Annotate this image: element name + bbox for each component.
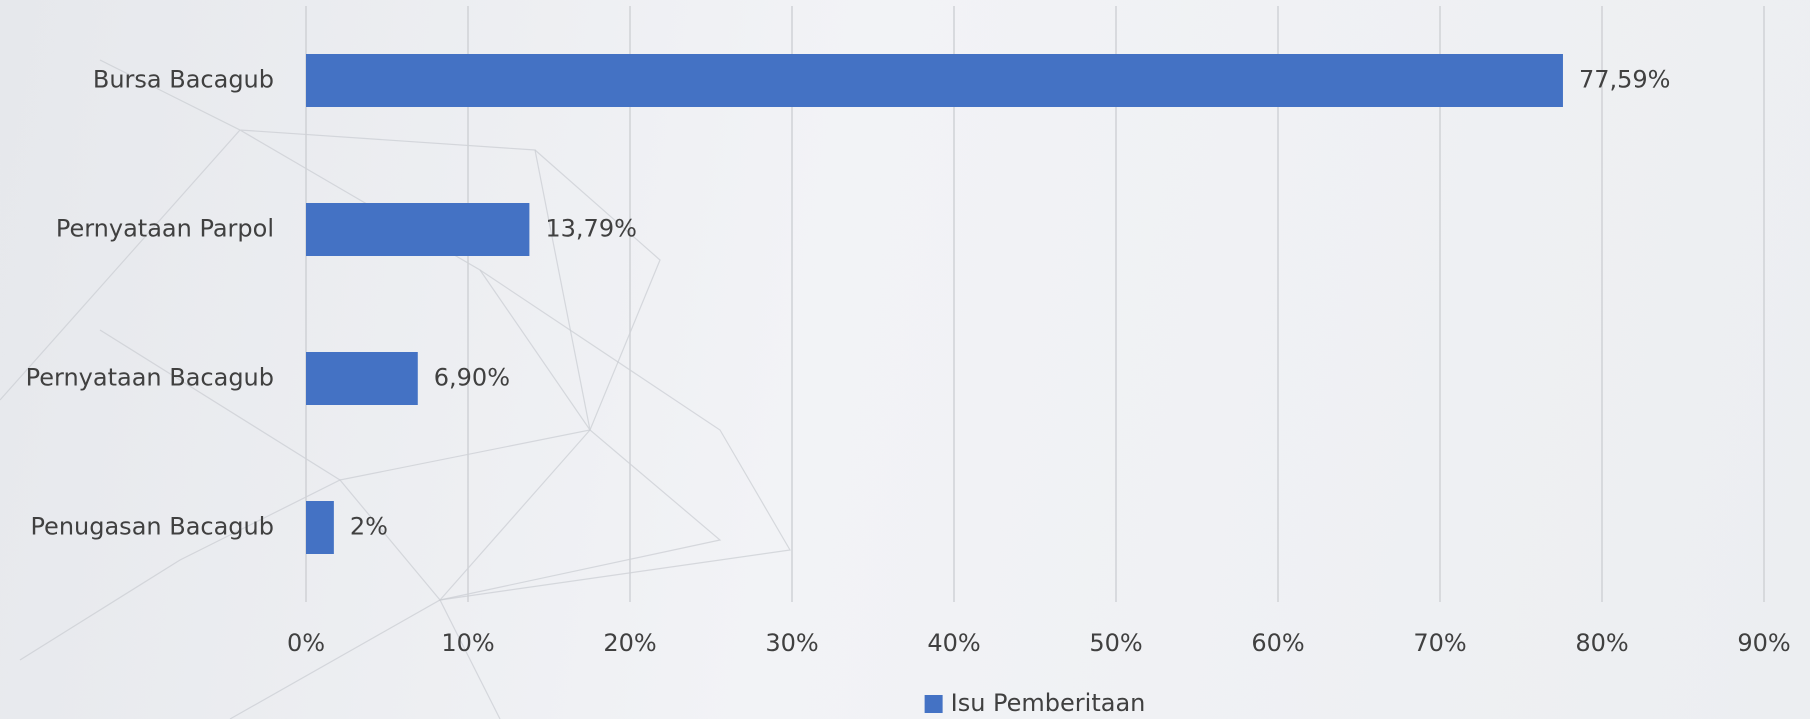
data-label: 2%	[350, 513, 388, 541]
x-tick-label: 70%	[1413, 629, 1466, 657]
background-network	[0, 59, 791, 719]
data-label: 77,59%	[1579, 66, 1671, 94]
bar	[306, 203, 530, 256]
y-tick-label: Penugasan Bacagub	[30, 513, 274, 541]
bar	[306, 501, 334, 554]
x-tick-label: 90%	[1737, 629, 1790, 657]
x-tick-label: 20%	[603, 629, 656, 657]
x-tick-label: 60%	[1251, 629, 1304, 657]
bar	[306, 54, 1563, 107]
legend-label: Isu Pemberitaan	[951, 689, 1146, 717]
x-tick-label: 30%	[765, 629, 818, 657]
legend-swatch	[924, 695, 943, 713]
x-tick-label: 0%	[287, 629, 325, 657]
x-tick-label: 50%	[1089, 629, 1142, 657]
data-label: 6,90%	[434, 364, 510, 392]
y-tick-label: Pernyataan Parpol	[56, 215, 274, 243]
data-label: 13,79%	[545, 215, 637, 243]
y-tick-label: Bursa Bacagub	[93, 66, 274, 94]
bar	[306, 352, 418, 405]
x-tick-label: 80%	[1575, 629, 1628, 657]
x-tick-label: 10%	[441, 629, 494, 657]
y-tick-label: Pernyataan Bacagub	[26, 364, 274, 392]
x-tick-label: 40%	[927, 629, 980, 657]
